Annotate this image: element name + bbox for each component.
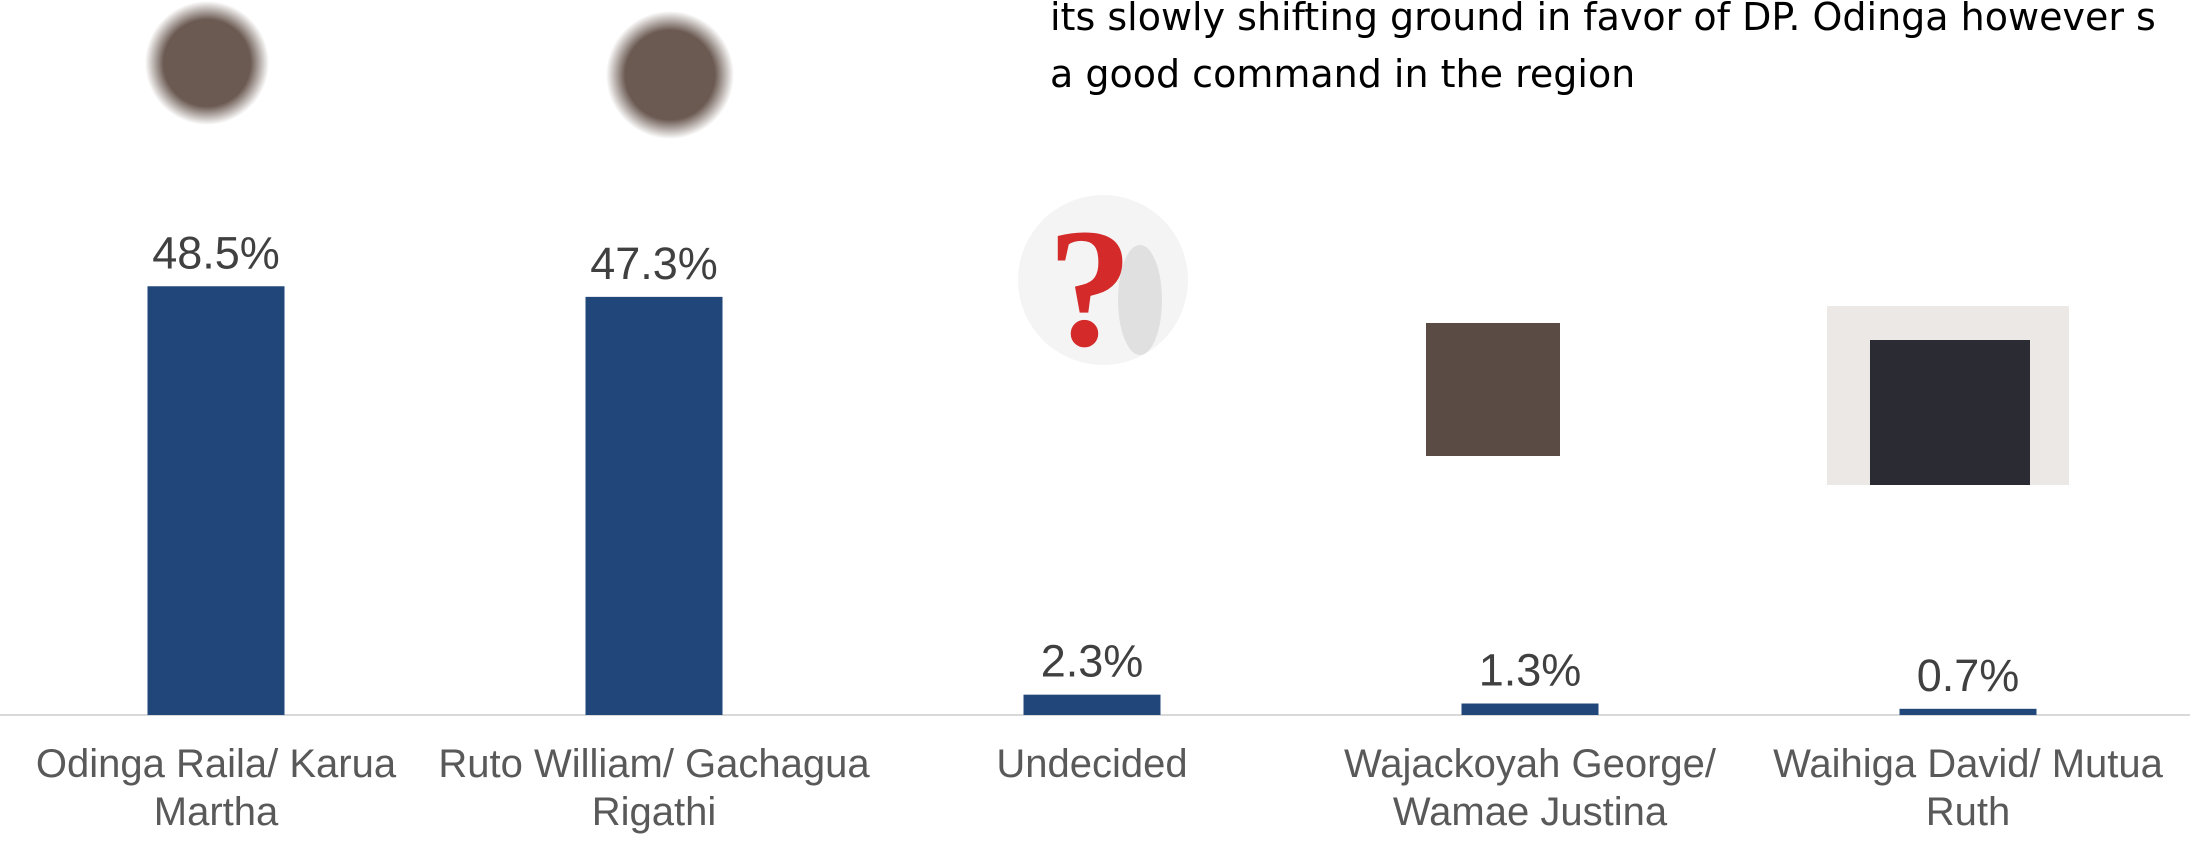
- x-tick-label: Odinga Raila/ Karua Martha: [35, 742, 397, 834]
- bar: [1461, 703, 1599, 715]
- svg-text:?: ?: [1048, 194, 1133, 382]
- bar: [1023, 694, 1161, 715]
- value-label: 48.5%: [152, 227, 280, 278]
- bar: [585, 296, 723, 715]
- photo: [1870, 340, 2030, 485]
- value-label: 47.3%: [590, 238, 718, 289]
- photo: [1426, 323, 1560, 456]
- bar: [147, 286, 285, 715]
- value-label: 2.3%: [1041, 636, 1144, 687]
- value-label: 0.7%: [1917, 650, 2020, 701]
- x-tick-label: Undecided: [996, 742, 1188, 786]
- x-tick-label: Waihiga David/ Mutua Ruth: [1773, 742, 2163, 834]
- photo: [606, 11, 734, 139]
- annotation: its slowly shifting ground in favor of D…: [1050, 0, 2156, 39]
- annotation: a good command in the region: [1050, 52, 1635, 96]
- photo: [145, 1, 269, 125]
- x-tick-label: Ruto William/ Gachagua Rigathi: [438, 742, 870, 834]
- x-tick-label: Wajackoyah George/ Wamae Justina: [1343, 742, 1717, 834]
- value-label: 1.3%: [1479, 645, 1582, 696]
- question-icon: ?: [1018, 194, 1188, 382]
- bar: [1899, 708, 2037, 715]
